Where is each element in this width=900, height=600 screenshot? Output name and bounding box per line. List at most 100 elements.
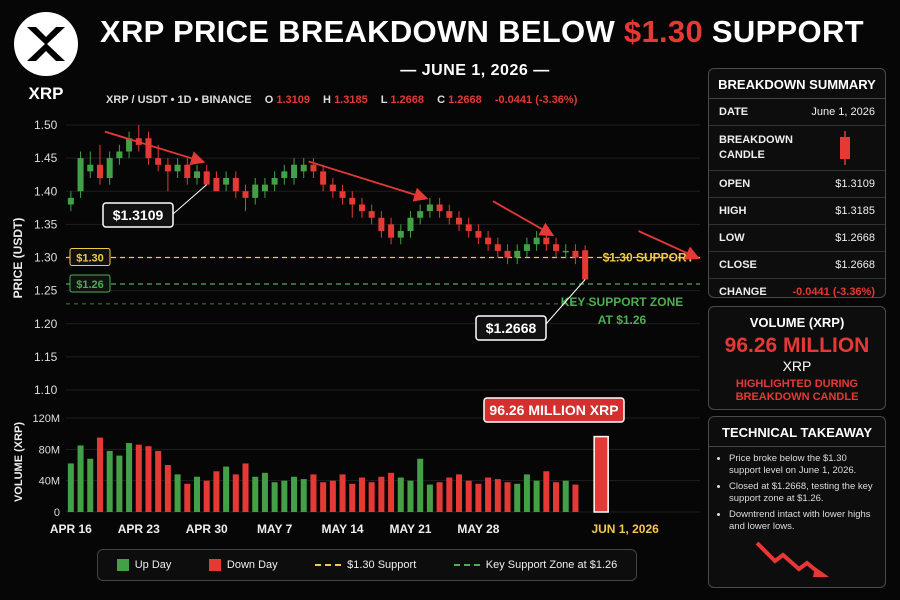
price-tick-label: 1.45 <box>34 151 58 165</box>
support-tag: $1.30 <box>76 253 104 265</box>
summary-row: CLOSE $1.2668 <box>709 252 885 279</box>
legend-up: Up Day <box>116 559 171 571</box>
ohlc-bar: XRP / USDT • 1D • BINANCE O 1.3109 H 1.3… <box>106 94 577 106</box>
open-callout-box <box>102 202 174 228</box>
candle-body <box>67 197 74 205</box>
open-callout: $1.3109 <box>113 207 164 223</box>
candle-body <box>349 197 356 205</box>
volume-bar <box>116 455 123 512</box>
pair-label: XRP / USDT • 1D • BINANCE <box>106 94 252 106</box>
summary-row: DATE June 1, 2026 <box>709 99 885 126</box>
x-tick-label: MAY 28 <box>457 522 499 536</box>
x-tick-label: APR 23 <box>118 522 160 536</box>
candle-body <box>533 237 540 245</box>
volume-bar <box>465 480 472 512</box>
candle-body <box>562 250 569 253</box>
open-label: O <box>264 94 274 106</box>
price-tick-label: 1.10 <box>34 383 58 397</box>
summary-key: HIGH <box>719 205 747 217</box>
summary-title: BREAKDOWN SUMMARY <box>709 69 885 99</box>
volume-bar <box>426 484 433 512</box>
volume-bar <box>184 483 191 512</box>
close-value: 1.2668 <box>448 94 482 106</box>
summary-value: $1.3185 <box>835 205 875 217</box>
zone-swatch <box>453 564 480 566</box>
price-tick-label: 1.25 <box>34 284 58 298</box>
summary-row: CHANGE -0.0441 (-3.36%) <box>709 279 885 305</box>
legend-zone-label: Key Support Zone at $1.26 <box>485 559 618 571</box>
volume-bar <box>145 446 152 512</box>
takeaway-list: Price broke below the $1.30 support leve… <box>709 453 885 532</box>
low-value: 1.2668 <box>390 94 425 106</box>
open-value: 1.3109 <box>276 94 310 106</box>
xrp-logo-icon <box>27 27 65 61</box>
down-swatch <box>208 559 221 571</box>
candle-body <box>155 158 162 165</box>
volume-tick-label: 80M <box>39 444 60 456</box>
volume-bar <box>203 480 210 512</box>
candle-body <box>582 250 589 280</box>
volume-bar <box>572 484 579 512</box>
volume-bar <box>358 477 365 512</box>
volume-panel-title: VOLUME (XRP) <box>749 315 845 330</box>
candle-body <box>368 211 375 218</box>
price-tick-label: 1.20 <box>34 317 58 331</box>
low-label: L <box>380 94 388 106</box>
volume-bar <box>593 435 609 513</box>
volume-bar <box>417 458 424 512</box>
key-zone-label: KEY SUPPORT ZONE <box>561 295 683 309</box>
candle-body <box>504 250 511 258</box>
x-tick-label: JUN 1, 2026 <box>591 522 659 536</box>
volume-bar <box>135 444 142 512</box>
summary-row: HIGH $1.3185 <box>709 198 885 225</box>
page-subtitle: — JUNE 1, 2026 — <box>400 62 550 79</box>
x-tick-label: MAY 7 <box>257 522 293 536</box>
candle-body <box>572 250 579 258</box>
volume-bar <box>242 463 249 512</box>
volume-axis-label: VOLUME (XRP) <box>13 422 25 502</box>
candle-body <box>388 224 395 238</box>
price-tick-label: 1.35 <box>34 217 58 231</box>
support-tag-box <box>69 248 111 266</box>
summary-value: $1.2668 <box>835 232 875 244</box>
key-zone-tag-box <box>69 274 111 293</box>
breakdown-summary-panel: BREAKDOWN SUMMARY DATE June 1, 2026 BREAK… <box>708 68 886 298</box>
legend-support: $1.30 Support <box>315 559 416 571</box>
legend-down: Down Day <box>208 559 278 571</box>
volume-bar <box>407 480 414 512</box>
price-axis-label: PRICE (USDT) <box>11 218 25 299</box>
volume-bar <box>485 477 492 512</box>
volume-bar <box>368 482 375 512</box>
volume-bar <box>514 483 521 512</box>
candle-body <box>553 244 560 251</box>
candle-body <box>174 164 181 172</box>
volume-tick-label: 40M <box>39 476 60 488</box>
volume-bar <box>397 477 404 512</box>
volume-bar <box>96 437 103 512</box>
volume-panel-unit: XRP <box>782 358 812 374</box>
volume-bar <box>378 476 385 512</box>
volume-tick-label: 120M <box>32 413 60 425</box>
downtrend-arrow <box>492 200 555 237</box>
volume-bar <box>533 480 540 512</box>
volume-bar <box>67 463 74 512</box>
volume-callout-box <box>483 397 625 423</box>
summary-key: BREAKDOWN CANDLE <box>719 134 793 161</box>
summary-key: LOW <box>719 232 745 244</box>
candle-body <box>475 231 482 238</box>
candle-body <box>213 178 220 192</box>
change-value: -0.0441 (-3.36%) <box>494 94 578 106</box>
volume-bar <box>562 480 569 512</box>
title-main: XRP PRICE BREAKDOWN BELOW <box>100 14 624 49</box>
volume-bar <box>164 465 171 512</box>
candle-body <box>455 217 463 225</box>
title-tail: SUPPORT <box>703 14 864 49</box>
volume-bar <box>77 445 84 512</box>
candle-body <box>223 178 230 185</box>
volume-bar <box>281 480 288 512</box>
summary-value: -0.0441 (-3.36%) <box>792 286 875 298</box>
candle-body <box>291 164 298 178</box>
volume-bar <box>291 476 298 512</box>
candle-body <box>106 158 113 178</box>
x-tick-label: MAY 21 <box>389 522 431 536</box>
